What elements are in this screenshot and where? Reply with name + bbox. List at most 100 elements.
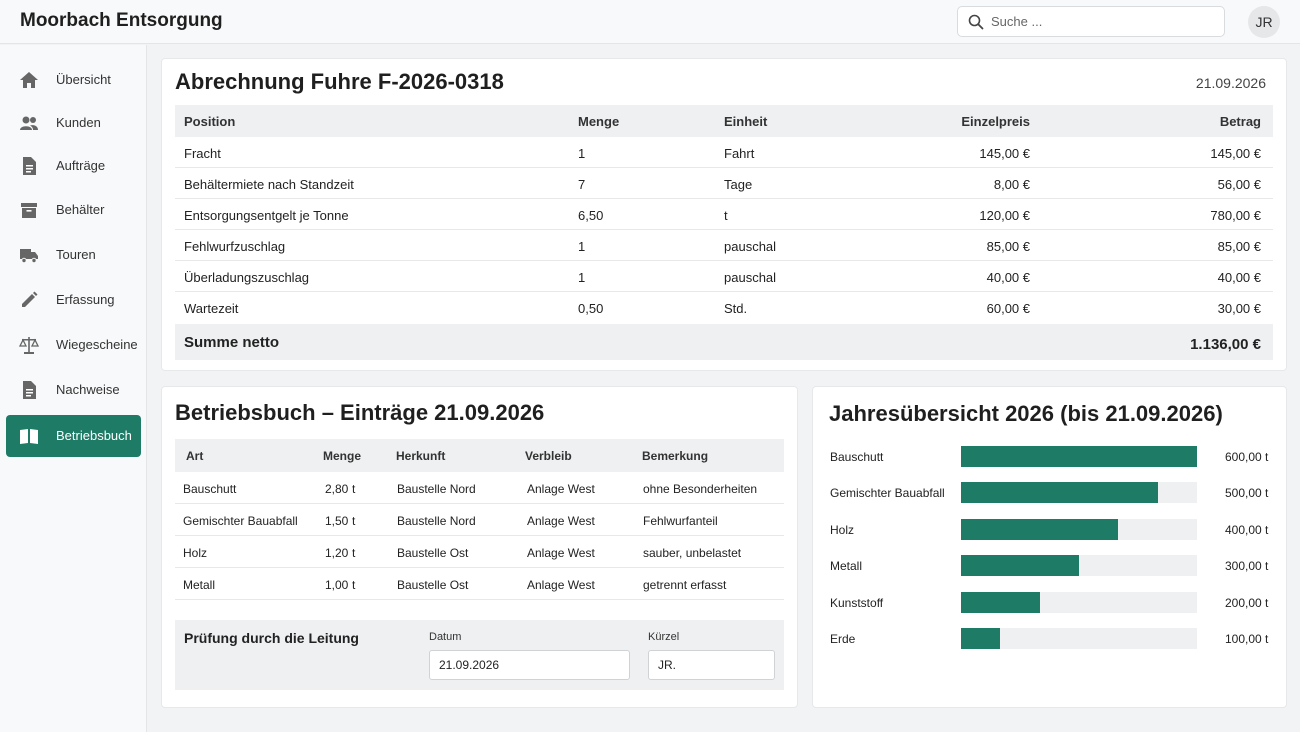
cell-unit: t	[352, 546, 356, 560]
sidebar-item-label: Erfassung	[56, 292, 115, 307]
sidebar-item-label: Aufträge	[56, 158, 106, 173]
cell-herkunft: Baustelle Nord	[397, 514, 476, 528]
cell-einheit: Tage	[724, 177, 753, 192]
sidebar-item-uebersicht[interactable]: Übersicht	[6, 59, 141, 101]
cell-bemerkung: Fehlwurfanteil	[643, 514, 718, 528]
cell-einheit: Std.	[724, 301, 748, 316]
table-row: Fracht 1 Fahrt 145,00 € 145,00 €	[175, 137, 1273, 168]
sidebar-item-label: Betriebsbuch	[56, 428, 132, 443]
bar-fill	[961, 592, 1040, 613]
cell-menge: 2,80	[325, 482, 349, 496]
sidebar-item-betriebsbuch[interactable]: Betriebsbuch	[6, 415, 141, 457]
cell-menge: 1,00	[325, 578, 349, 592]
sidebar-item-auftraege[interactable]: Aufträge	[6, 145, 141, 187]
bar-label: Kunststoff	[830, 596, 884, 610]
sidebar-item-touren[interactable]: Touren	[6, 234, 141, 276]
cell-betrag: 30,00 €	[1217, 301, 1261, 316]
datum-label: Datum	[429, 631, 462, 643]
cell-position: Fehlwurfzuschlag	[184, 239, 286, 254]
search-icon	[968, 14, 984, 30]
bar-value: 600,00 t	[1225, 450, 1269, 464]
col-position: Position	[184, 114, 236, 129]
cell-einzelpreis: 120,00 €	[979, 208, 1030, 223]
datum-field[interactable]	[429, 650, 630, 680]
sidebar: Übersicht Kunden Aufträge Behälter Toure…	[0, 45, 147, 732]
col-einzelpreis: Einzelpreis	[961, 114, 1030, 129]
col-menge: Menge	[323, 449, 362, 463]
cell-betrag: 40,00 €	[1217, 270, 1261, 285]
cell-unit: t	[352, 482, 356, 496]
cell-verbleib: Anlage West	[527, 578, 595, 592]
cell-unit: t	[352, 514, 356, 528]
sidebar-item-erfassung[interactable]: Erfassung	[6, 279, 141, 321]
cell-art: Gemischter Bauabfall	[183, 514, 298, 528]
document-icon	[23, 381, 36, 399]
cell-menge: 1	[578, 239, 586, 254]
cell-menge: 1,20	[325, 546, 349, 560]
cell-verbleib: Anlage West	[527, 546, 595, 560]
cell-art: Bauschutt	[183, 482, 237, 496]
cell-einheit: t	[724, 208, 728, 223]
cell-verbleib: Anlage West	[527, 482, 595, 496]
kuerzel-label: Kürzel	[648, 631, 680, 643]
cell-art: Metall	[183, 578, 216, 592]
kuerzel-field[interactable]	[648, 650, 775, 680]
home-icon	[20, 72, 38, 88]
pruefung-title: Prüfung durch die Leitung	[184, 630, 359, 646]
invoice-card: Abrechnung Fuhre F-2026-0318 21.09.2026 …	[161, 58, 1287, 371]
bar-track	[961, 519, 1197, 540]
sum-value: 1.136,00 €	[1190, 336, 1261, 353]
jahresuebersicht-card: Jahresübersicht 2026 (bis 21.09.2026) Ba…	[812, 386, 1287, 708]
bar-fill	[961, 628, 1001, 649]
app-title: Moorbach Entsorgung	[20, 10, 223, 31]
pencil-icon	[22, 291, 38, 307]
sidebar-item-nachweise[interactable]: Nachweise	[6, 369, 141, 411]
cell-menge: 7	[578, 177, 586, 192]
bar-track	[961, 592, 1197, 613]
avatar[interactable]: JR	[1248, 6, 1280, 38]
bar-track	[961, 555, 1197, 576]
cell-position: Behältermiete nach Standzeit	[184, 177, 354, 192]
bar-fill	[961, 555, 1079, 576]
sidebar-item-behaelter[interactable]: Behälter	[6, 189, 141, 231]
betriebsbuch-table-header: Art Menge Herkunft Verbleib Bemerkung	[175, 439, 784, 472]
sidebar-item-label: Touren	[56, 247, 96, 262]
bar-track	[961, 628, 1197, 649]
sidebar-item-label: Kunden	[56, 115, 101, 130]
cell-position: Überladungszuschlag	[184, 270, 310, 285]
bar-label: Holz	[830, 523, 855, 537]
cell-bemerkung: getrennt erfasst	[643, 578, 727, 592]
bar-track	[961, 482, 1197, 503]
cell-verbleib: Anlage West	[527, 514, 595, 528]
col-menge: Menge	[578, 114, 620, 129]
scale-icon	[19, 337, 39, 354]
cell-herkunft: Baustelle Nord	[397, 482, 476, 496]
cell-menge: 0,50	[578, 301, 604, 316]
cell-betrag: 780,00 €	[1210, 208, 1261, 223]
table-row: Fehlwurfzuschlag 1 pauschal 85,00 € 85,0…	[175, 230, 1273, 261]
search-input[interactable]	[991, 7, 1216, 36]
table-row: Holz 1,20 t Baustelle Ost Anlage West sa…	[175, 536, 784, 568]
cell-einzelpreis: 40,00 €	[986, 270, 1030, 285]
cell-menge: 6,50	[578, 208, 604, 223]
people-icon	[20, 116, 38, 130]
table-row: Überladungszuschlag 1 pauschal 40,00 € 4…	[175, 261, 1273, 292]
cell-unit: t	[352, 578, 356, 592]
pruefung-section: Prüfung durch die Leitung Datum Kürzel	[175, 620, 784, 690]
truck-icon	[20, 249, 38, 264]
jahresuebersicht-title: Jahresübersicht 2026 (bis 21.09.2026)	[829, 401, 1223, 426]
bar-label: Erde	[830, 632, 856, 646]
bar-label: Gemischter Bauabfall	[830, 486, 945, 500]
col-art: Art	[186, 449, 204, 463]
table-row: Metall 1,00 t Baustelle Ost Anlage West …	[175, 568, 784, 600]
bar-label: Bauschutt	[830, 450, 884, 464]
sum-label: Summe netto	[184, 334, 280, 351]
table-row: Behältermiete nach Standzeit 7 Tage 8,00…	[175, 168, 1273, 199]
betriebsbuch-card: Betriebsbuch – Einträge 21.09.2026 Art M…	[161, 386, 798, 708]
cell-menge: 1	[578, 270, 586, 285]
cell-einheit: pauschal	[724, 270, 777, 285]
sidebar-item-kunden[interactable]: Kunden	[6, 102, 141, 144]
cell-betrag: 85,00 €	[1217, 239, 1261, 254]
sidebar-item-wiegescheine[interactable]: Wiegescheine	[6, 324, 141, 366]
search-box[interactable]	[957, 6, 1225, 37]
